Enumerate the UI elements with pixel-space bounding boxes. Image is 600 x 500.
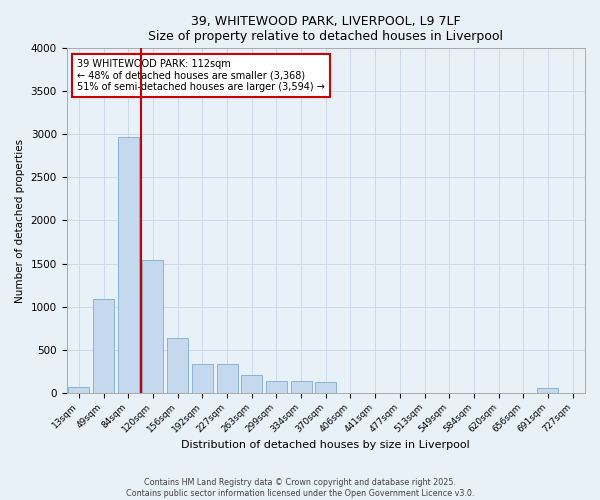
Bar [290, 382, 311, 392]
Bar [93, 299, 114, 392]
Bar [217, 364, 238, 392]
Text: Contains HM Land Registry data © Crown copyright and database right 2025.
Contai: Contains HM Land Registry data © Crown c… [126, 478, 474, 498]
X-axis label: Distribution of detached houses by size in Liverpool: Distribution of detached houses by size … [181, 440, 470, 450]
Bar [192, 364, 213, 392]
Bar [68, 386, 89, 392]
Bar [538, 388, 559, 392]
Bar [266, 382, 287, 392]
Title: 39, WHITEWOOD PARK, LIVERPOOL, L9 7LF
Size of property relative to detached hous: 39, WHITEWOOD PARK, LIVERPOOL, L9 7LF Si… [148, 15, 503, 43]
Bar [315, 382, 336, 392]
Bar [167, 338, 188, 392]
Text: 39 WHITEWOOD PARK: 112sqm
← 48% of detached houses are smaller (3,368)
51% of se: 39 WHITEWOOD PARK: 112sqm ← 48% of detac… [77, 58, 325, 92]
Y-axis label: Number of detached properties: Number of detached properties [15, 138, 25, 302]
Bar [241, 376, 262, 392]
Bar [142, 260, 163, 392]
Bar [118, 137, 139, 392]
